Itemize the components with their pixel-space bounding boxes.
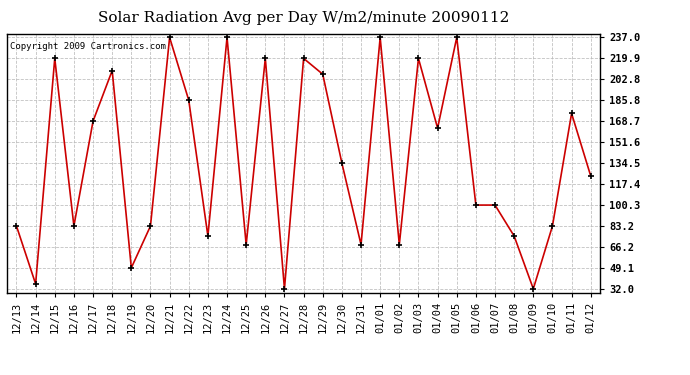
Text: Copyright 2009 Cartronics.com: Copyright 2009 Cartronics.com: [10, 42, 166, 51]
Text: Solar Radiation Avg per Day W/m2/minute 20090112: Solar Radiation Avg per Day W/m2/minute …: [98, 11, 509, 25]
